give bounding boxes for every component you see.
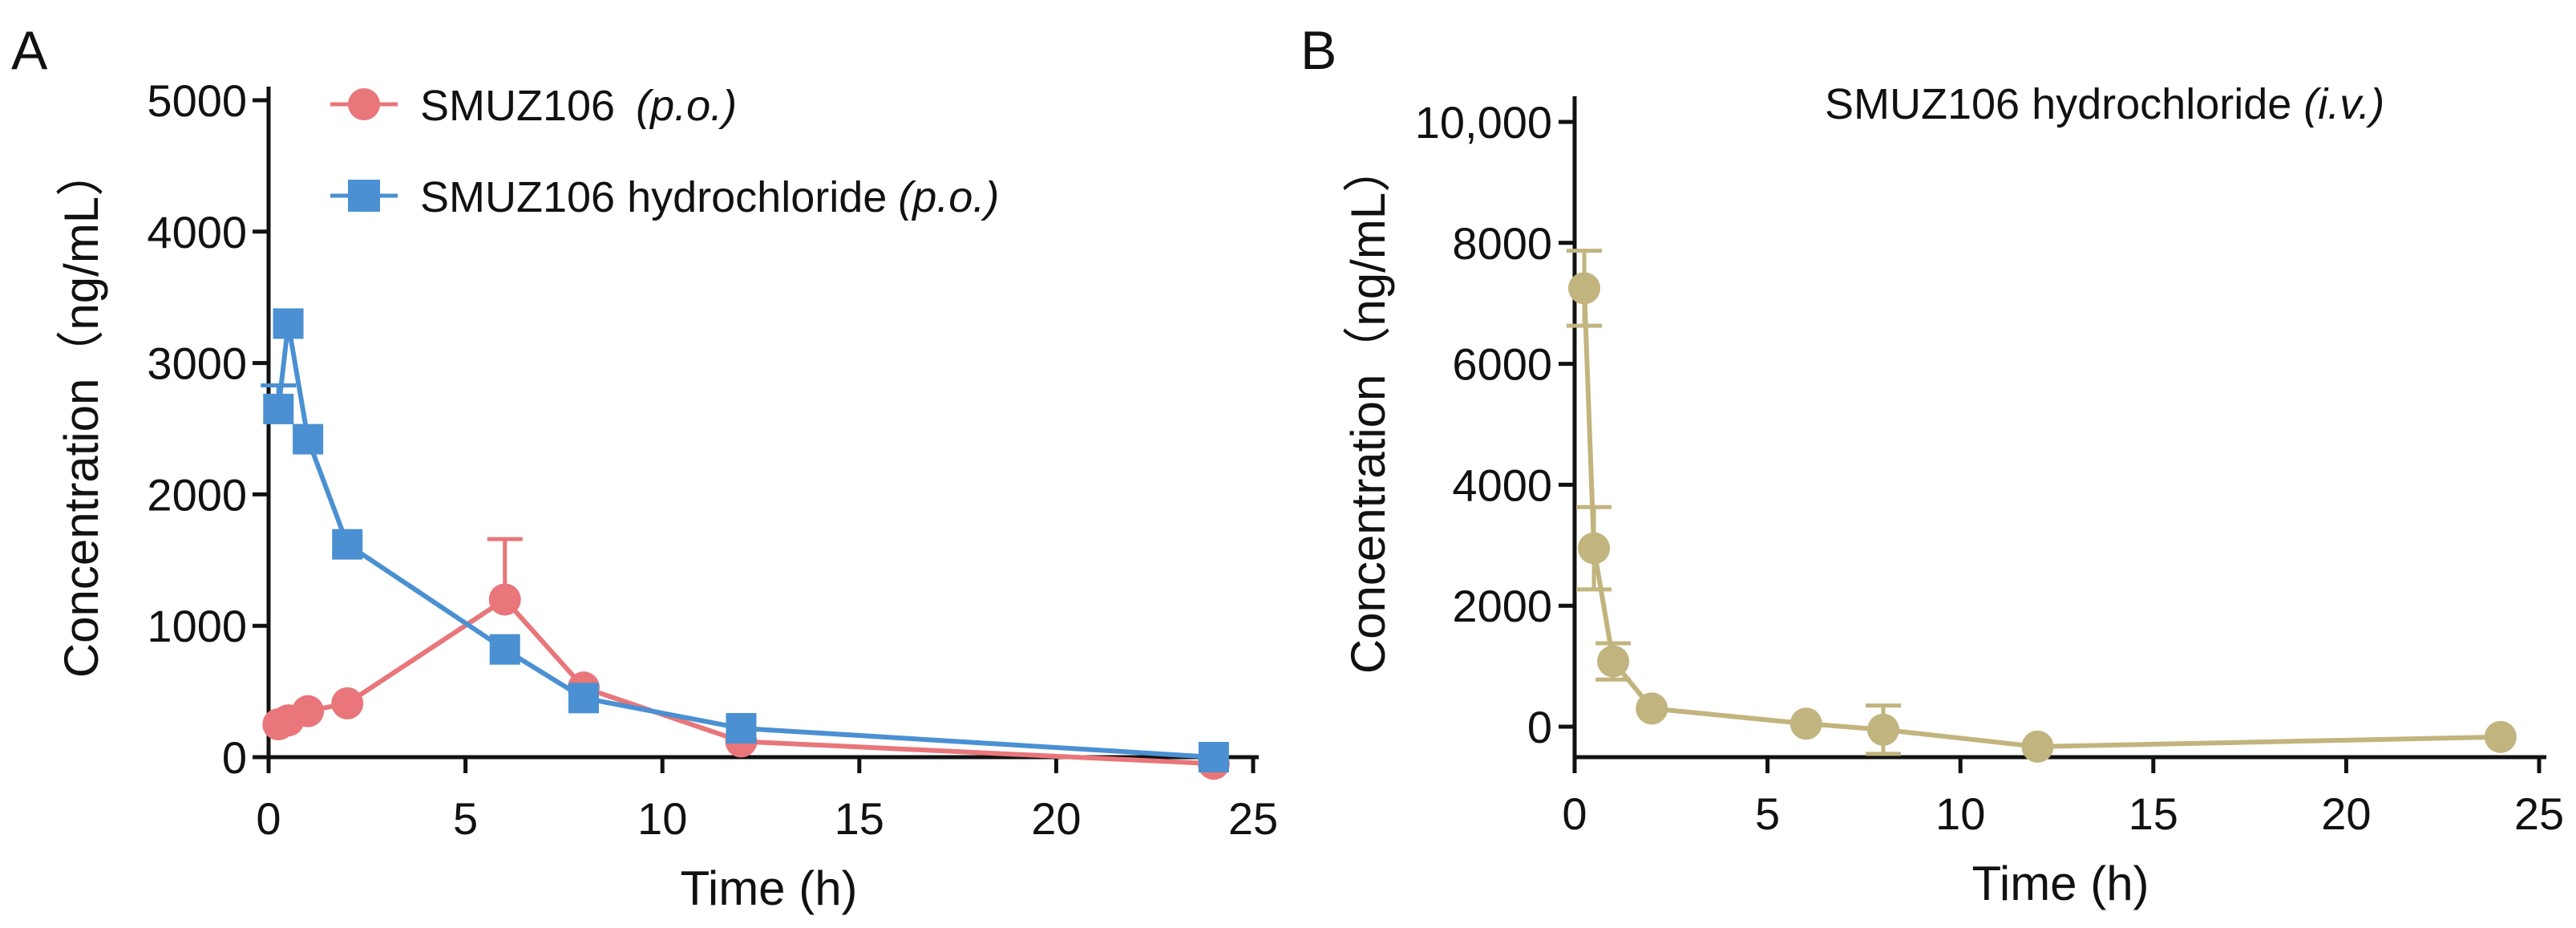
data-point-square: [332, 529, 363, 560]
data-point-square: [273, 308, 304, 339]
y-tick-label: 10,000: [1415, 97, 1552, 148]
y-tick-label: 5000: [147, 75, 247, 126]
data-point-square: [489, 634, 520, 665]
legend-label-smuz106: SMUZ106 (p.o.): [420, 82, 737, 130]
series-circle-0: [262, 537, 1230, 780]
x-tick-label: 10: [637, 793, 687, 844]
series-line: [1582, 288, 2501, 749]
x-tick-label: 0: [256, 793, 281, 844]
panel-b-chart: B 0 2000 4000 6000 8000 10,000 0 5 10 15 20 25 Tim…: [1300, 20, 2564, 910]
x-tick-label: 15: [2129, 788, 2178, 839]
x-tick-label: 10: [1935, 788, 1985, 839]
data-point-square: [293, 423, 324, 455]
data-point-square: [568, 683, 599, 714]
panel-a-y-title: Concentration（ng/mL）: [55, 148, 108, 678]
legend-name-hydrochloride: SMUZ106 hydrochloride: [420, 173, 887, 221]
panel-a-series: [261, 308, 1230, 780]
panel-b-x-ticks: 0 5 10 15 20 25: [1562, 757, 2564, 839]
legend-name-smuz106: SMUZ106: [420, 82, 615, 130]
data-point-circle: [1568, 272, 1601, 305]
data-point-circle: [1789, 707, 1822, 740]
data-point-circle: [1578, 532, 1611, 565]
data-point-circle: [1597, 645, 1630, 678]
series-line: [276, 321, 1215, 760]
y-tick-label: 4000: [1452, 460, 1552, 510]
panel-a-legend: SMUZ106 (p.o.) SMUZ106 hydrochloride (p.o.…: [330, 82, 999, 221]
x-tick-label: 20: [1031, 793, 1081, 844]
y-tick-label: 3000: [147, 338, 247, 389]
data-point-circle: [1866, 713, 1899, 746]
x-tick-label: 25: [1228, 793, 1278, 844]
series-circle-0: [1567, 249, 2517, 763]
legend-route-hydrochloride: (p.o.): [898, 173, 999, 221]
panel-a-chart: A 0 1000 2000 3000 4000 5000 0 5 10 15 20 25 Time …: [11, 20, 1278, 915]
data-point-circle: [488, 583, 521, 616]
data-point-circle: [292, 695, 325, 727]
panel-b-y-title: Concentration（ng/mL）: [1341, 144, 1395, 674]
y-tick-label: 2000: [1452, 581, 1552, 631]
panel-b-series: [1567, 249, 2517, 763]
panel-b-y-ticks: 0 2000 4000 6000 8000 10,000: [1415, 97, 1575, 752]
y-tick-label: 4000: [147, 207, 247, 257]
panel-a-x-title: Time (h): [680, 861, 857, 915]
legend-route-smuz106: (p.o.): [636, 82, 737, 130]
x-tick-label: 25: [2514, 788, 2564, 839]
y-tick-label: 1000: [147, 601, 247, 651]
y-tick-label: 0: [1527, 702, 1552, 752]
x-tick-label: 15: [835, 793, 884, 844]
legend-marker-smuz106: [348, 88, 380, 120]
panel-b-annotation-route: (i.v.): [2303, 80, 2384, 128]
data-point-circle: [331, 687, 364, 719]
legend-marker-hydrochloride: [348, 180, 380, 212]
data-point-square: [726, 712, 757, 744]
panel-a-x-ticks: 0 5 10 15 20 25: [256, 757, 1278, 844]
y-tick-label: 2000: [147, 469, 247, 520]
x-tick-label: 0: [1562, 788, 1587, 839]
y-tick-label: 0: [222, 732, 247, 783]
panel-b-annotation-main: SMUZ106 hydrochloride: [1825, 80, 2303, 128]
data-point-circle: [2021, 730, 2054, 763]
panel-a-label: A: [11, 20, 48, 81]
legend-label-hydrochloride: SMUZ106 hydrochloride (p.o.): [420, 173, 999, 221]
panel-a-y-ticks: 0 1000 2000 3000 4000 5000: [147, 75, 269, 783]
panel-b-x-title: Time (h): [1971, 857, 2149, 910]
panel-b-label: B: [1300, 20, 1337, 81]
data-point-circle: [2484, 720, 2517, 753]
data-point-square: [1198, 742, 1229, 772]
data-point-circle: [1636, 692, 1668, 725]
data-point-square: [263, 393, 294, 424]
x-tick-label: 20: [2321, 788, 2371, 839]
series-square-1: [261, 308, 1229, 772]
y-tick-label: 6000: [1452, 339, 1552, 390]
x-tick-label: 5: [453, 793, 478, 844]
panel-b-annotation: SMUZ106 hydrochloride (i.v.): [1825, 80, 2384, 128]
y-tick-label: 8000: [1452, 218, 1552, 269]
x-tick-label: 5: [1755, 788, 1780, 839]
